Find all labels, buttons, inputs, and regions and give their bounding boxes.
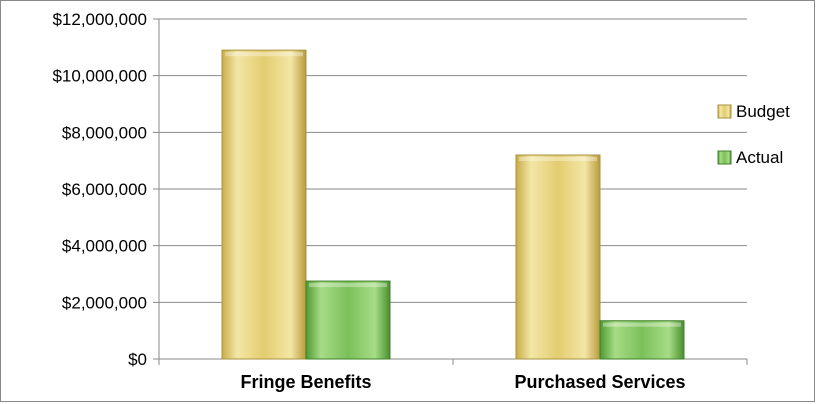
bar-bevel bbox=[519, 157, 597, 161]
bar-budget-1 bbox=[515, 154, 601, 360]
y-tick-label: $10,000,000 bbox=[52, 67, 147, 86]
y-tick-label: $6,000,000 bbox=[62, 180, 147, 199]
legend-swatch-actual bbox=[717, 150, 732, 165]
y-tick-label: $4,000,000 bbox=[62, 237, 147, 256]
bar-bevel bbox=[603, 322, 681, 327]
bar-budget-0 bbox=[221, 49, 307, 360]
bar-actual-0 bbox=[305, 280, 391, 360]
y-tick-label: $0 bbox=[128, 350, 147, 369]
x-category-label: Fringe Benefits bbox=[240, 372, 371, 392]
x-category-label: Purchased Services bbox=[514, 372, 685, 392]
y-tick-label: $12,000,000 bbox=[52, 10, 147, 29]
bar-actual-1 bbox=[599, 320, 685, 360]
legend-swatch-budget bbox=[717, 104, 732, 119]
y-tick-label: $8,000,000 bbox=[62, 123, 147, 142]
legend-label-actual: Actual bbox=[736, 148, 783, 167]
bar-bevel bbox=[309, 283, 387, 288]
legend-label-budget: Budget bbox=[736, 102, 790, 121]
bar-bevel bbox=[225, 52, 303, 57]
y-tick-label: $2,000,000 bbox=[62, 293, 147, 312]
